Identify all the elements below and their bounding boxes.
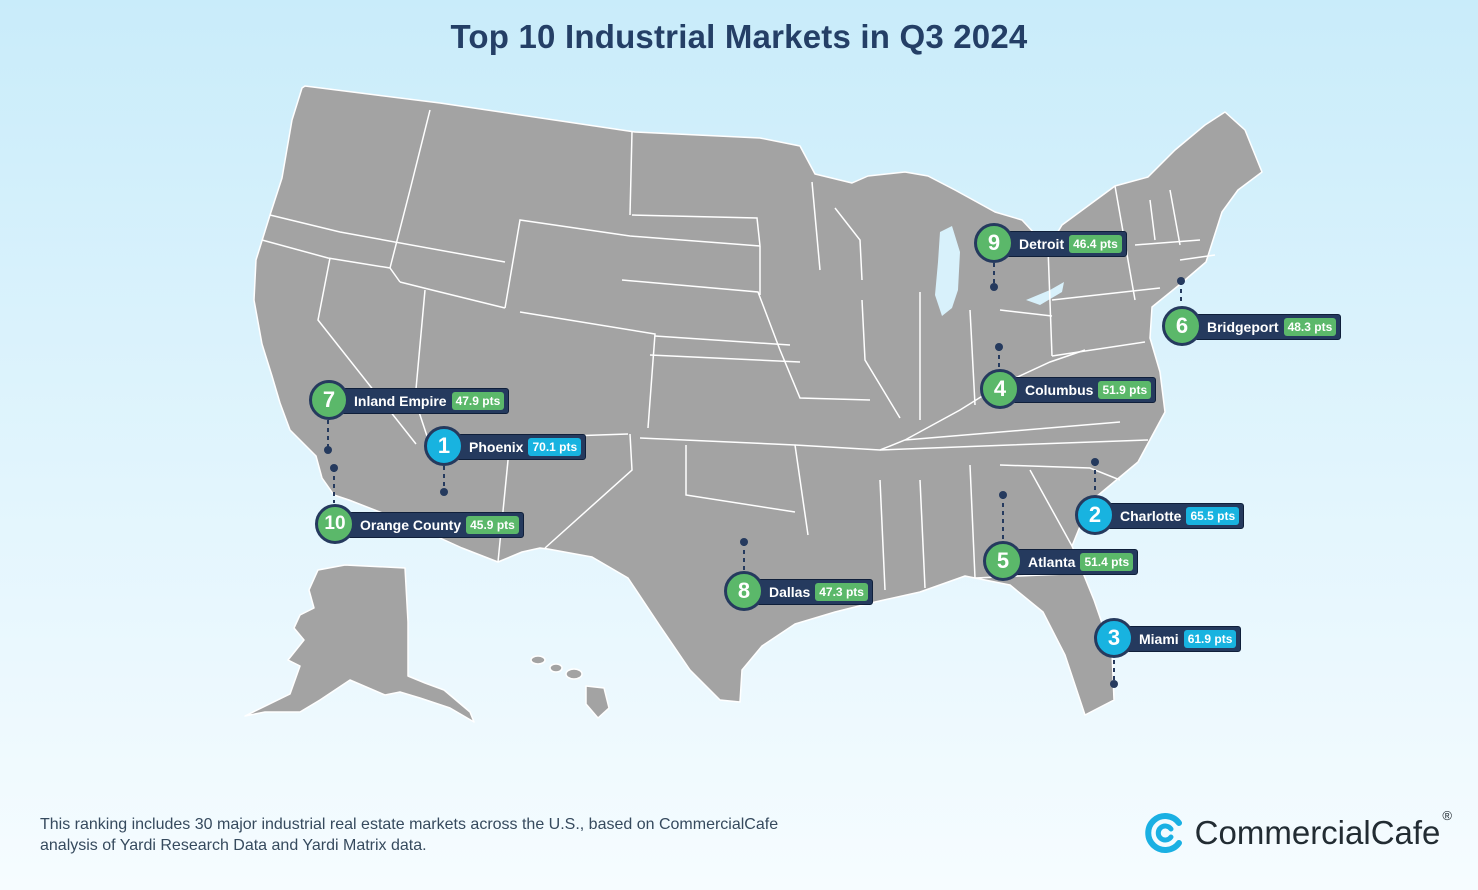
market-name: Charlotte xyxy=(1120,508,1182,524)
rank-badge: 8 xyxy=(724,571,764,611)
market-score: 46.4 pts xyxy=(1069,235,1122,253)
market-label: Columbus 51.9 pts xyxy=(1012,377,1157,403)
logo-text: CommercialCafe xyxy=(1194,814,1441,851)
market-label: Miami 61.9 pts xyxy=(1126,626,1242,652)
alaska xyxy=(244,564,475,723)
market-score: 47.3 pts xyxy=(815,583,868,601)
market-label: Orange County 45.9 pts xyxy=(347,512,524,538)
rank-badge: 2 xyxy=(1075,495,1115,535)
rank-badge: 3 xyxy=(1094,618,1134,658)
market-score: 61.9 pts xyxy=(1183,630,1237,648)
market-score: 51.9 pts xyxy=(1098,381,1152,399)
commercialcafe-c-icon xyxy=(1145,813,1182,853)
market-name: Phoenix xyxy=(469,439,524,455)
rank-badge: 4 xyxy=(980,369,1020,409)
market-score: 65.5 pts xyxy=(1186,507,1240,525)
lakes xyxy=(935,226,1064,316)
rank-badge: 10 xyxy=(315,504,355,544)
market-score: 48.3 pts xyxy=(1283,318,1337,336)
market-score: 47.9 pts xyxy=(451,392,505,410)
market-score: 70.1 pts xyxy=(528,438,582,456)
hawaii xyxy=(530,655,610,719)
lake-erie xyxy=(1026,282,1064,305)
rank-badge: 1 xyxy=(424,426,464,466)
rank-badge: 5 xyxy=(983,541,1023,581)
market-name: Columbus xyxy=(1025,382,1094,398)
market-score: 45.9 pts xyxy=(466,516,519,534)
commercialcafe-logo[interactable]: CommercialCafe ® xyxy=(1143,808,1452,858)
market-label: Dallas 47.3 pts xyxy=(756,579,873,605)
market-label: Atlanta 51.4 pts xyxy=(1015,549,1139,575)
market-name: Detroit xyxy=(1019,236,1065,252)
rank-badge: 9 xyxy=(974,223,1014,263)
rank-badge: 6 xyxy=(1162,306,1202,346)
market-name: Miami xyxy=(1139,631,1179,647)
market-label: Inland Empire 47.9 pts xyxy=(341,388,510,414)
market-label: Charlotte 65.5 pts xyxy=(1107,503,1245,529)
market-name: Dallas xyxy=(769,584,811,600)
footnote: This ranking includes 30 major industria… xyxy=(40,816,779,854)
market-label: Phoenix 70.1 pts xyxy=(456,434,587,460)
lake-michigan xyxy=(935,226,960,316)
map-title: Top 10 Industrial Markets in Q3 2024 xyxy=(450,18,1028,55)
market-name: Inland Empire xyxy=(354,393,447,409)
market-label: Bridgeport 48.3 pts xyxy=(1194,314,1342,340)
market-label: Detroit 46.4 pts xyxy=(1006,231,1127,257)
rank-badge: 7 xyxy=(309,380,349,420)
registered-mark: ® xyxy=(1442,808,1452,823)
market-name: Orange County xyxy=(360,517,462,533)
location-dots xyxy=(324,277,1185,688)
market-score: 51.4 pts xyxy=(1080,553,1134,571)
market-name: Atlanta xyxy=(1028,554,1076,570)
market-name: Bridgeport xyxy=(1207,319,1279,335)
